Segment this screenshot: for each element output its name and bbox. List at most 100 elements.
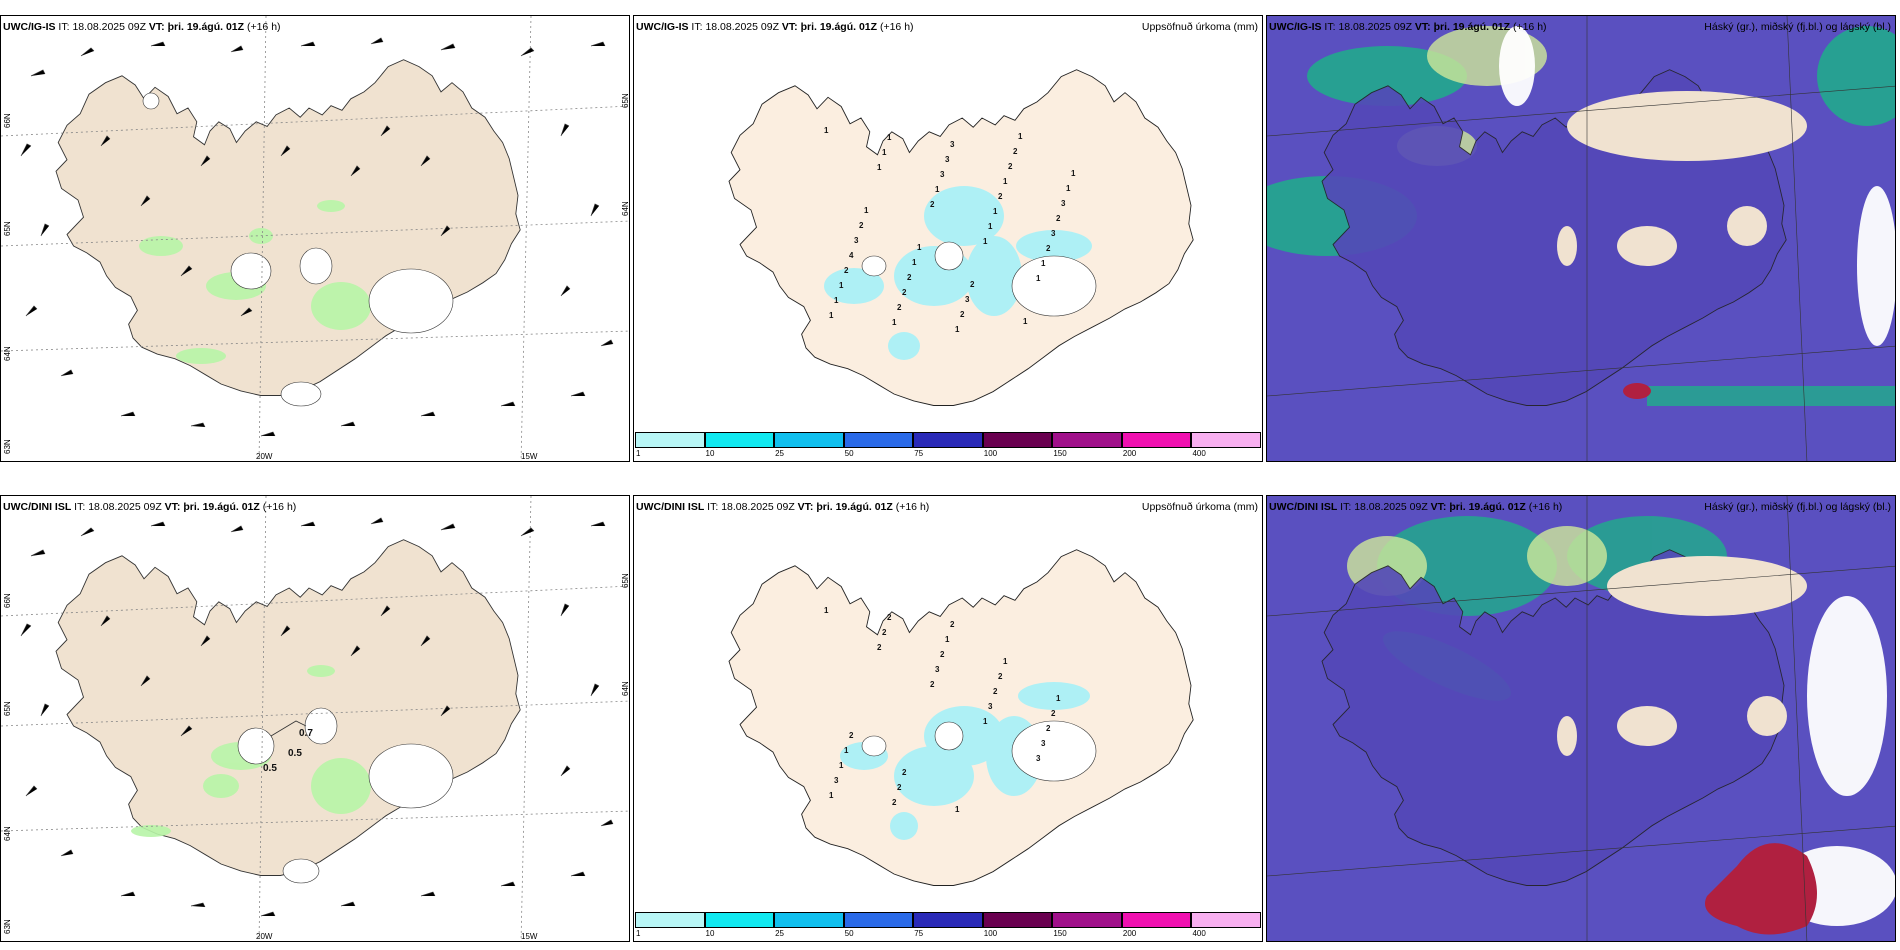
wind-map: [1, 16, 629, 461]
contour-label: 0.7: [299, 728, 313, 739]
lat-label: 66N: [3, 593, 12, 608]
precip-value: 1: [864, 206, 869, 215]
legend-tick: 100: [983, 929, 998, 938]
precip-value: 3: [854, 236, 859, 245]
precip-value: 1: [1018, 132, 1023, 141]
precip-value: 1: [993, 207, 998, 216]
precip-value: 1: [1056, 694, 1061, 703]
precip-value: 1: [983, 237, 988, 246]
precip-value: 1: [1003, 177, 1008, 186]
precip-value: 2: [940, 650, 945, 659]
legend-swatch: [704, 432, 775, 448]
precip-value: 1: [1066, 184, 1071, 193]
wind-barbs: [20, 37, 614, 437]
precip-value: 2: [998, 192, 1003, 201]
legend-tick: 25: [775, 449, 785, 458]
precip-value: 2: [1046, 244, 1051, 253]
panel-title: Háský (gr.), miðský (fj.bl.) og lágský (…: [1704, 21, 1891, 33]
precip-value: 2: [930, 200, 935, 209]
lat-label: 63N: [3, 439, 12, 454]
precip-value: 3: [1041, 739, 1046, 748]
right-lat-label: 64N: [621, 201, 630, 216]
map-panel-precip-igis: UWC/IG-IS IT: 18.08.2025 09Z VT: þri. 19…: [633, 15, 1263, 462]
precip-value: 1: [1036, 274, 1041, 283]
panel-header: UWC/DINI ISL IT: 18.08.2025 09Z VT: þri.…: [636, 501, 930, 513]
legend-swatch: [635, 432, 705, 448]
panel-header: UWC/DINI ISL IT: 18.08.2025 09Z VT: þri.…: [1269, 501, 1563, 513]
precip-map: [728, 69, 1194, 407]
legend-tick: 50: [844, 929, 854, 938]
precip-legend: 1 10 25 50 75 100 150 200 400: [635, 912, 1261, 940]
precip-value: 3: [1036, 754, 1041, 763]
precip-value: 1: [917, 243, 922, 252]
legend-swatch: [913, 432, 983, 448]
lat-label: 63N: [3, 919, 12, 934]
precip-value: 2: [1008, 162, 1013, 171]
legend-swatch: [982, 432, 1053, 448]
legend-swatch: [843, 912, 914, 928]
legend-tick: 1: [636, 449, 641, 458]
wind-map: [1, 496, 629, 941]
precip-value: 3: [834, 776, 839, 785]
map-panel-cloud-dini: UWC/DINI ISL IT: 18.08.2025 09Z VT: þri.…: [1266, 495, 1896, 942]
precip-value: 2: [882, 628, 887, 637]
lon-label: 15W: [521, 932, 538, 941]
precip-value: 1: [945, 635, 950, 644]
precip-value: 1: [1023, 317, 1028, 326]
lat-label: 65N: [3, 221, 12, 236]
legend-swatch: [774, 432, 844, 448]
legend-tick: 10: [705, 449, 715, 458]
precip-value: 2: [849, 731, 854, 740]
legend-swatch: [774, 912, 844, 928]
precip-value: 1: [955, 805, 960, 814]
panel-title: Háský (gr.), miðský (fj.bl.) og lágský (…: [1704, 501, 1891, 513]
legend-swatch: [1052, 432, 1122, 448]
precip-value: 2: [1013, 147, 1018, 156]
precip-value: 4: [849, 251, 854, 260]
legend-tick: 1: [636, 929, 641, 938]
precip-value: 2: [930, 680, 935, 689]
precip-value: 2: [1051, 709, 1056, 718]
precip-value: 3: [1051, 229, 1056, 238]
legend-tick: 75: [914, 929, 924, 938]
precip-value: 1: [824, 126, 829, 135]
precip-value: 1: [983, 717, 988, 726]
cloud-map: [1267, 496, 1895, 941]
legend-swatch: [1191, 432, 1261, 448]
precip-value: 2: [970, 280, 975, 289]
right-lat-label: 65N: [621, 93, 630, 108]
precip-value: 3: [945, 155, 950, 164]
legend-swatch: [1121, 912, 1192, 928]
precip-value: 2: [902, 768, 907, 777]
lat-label: 66N: [3, 113, 12, 128]
legend-swatch: [635, 912, 705, 928]
panel-header: UWC/IG-IS IT: 18.08.2025 09Z VT: þri. 19…: [3, 21, 281, 33]
precip-value: 1: [1003, 657, 1008, 666]
legend-tick: 10: [705, 929, 715, 938]
lon-label: 20W: [256, 932, 273, 941]
precip-value: 3: [965, 295, 970, 304]
precip-value: 2: [907, 273, 912, 282]
precip-value: 3: [988, 702, 993, 711]
panel-title: Uppsöfnuð úrkoma (mm): [1141, 21, 1258, 33]
legend-tick: 400: [1192, 929, 1206, 938]
legend-tick: 50: [844, 449, 854, 458]
right-lat-label: 65N: [621, 573, 630, 588]
precip-value: 1: [829, 311, 834, 320]
map-panel-cloud-igis: UWC/IG-IS IT: 18.08.2025 09Z VT: þri. 19…: [1266, 15, 1896, 462]
map-panel-wind-dini: UWC/DINI ISL IT: 18.08.2025 09Z VT: þri.…: [0, 495, 630, 942]
legend-tick: 200: [1122, 449, 1137, 458]
precip-value: 2: [887, 613, 892, 622]
legend-tick: 100: [983, 449, 998, 458]
legend-tick: 200: [1122, 929, 1137, 938]
lon-label: 20W: [256, 452, 273, 461]
legend-swatch: [704, 912, 775, 928]
precip-value: 2: [1046, 724, 1051, 733]
precip-value: 2: [960, 310, 965, 319]
legend-swatch: [913, 912, 983, 928]
lat-label: 64N: [3, 346, 12, 361]
precip-value: 2: [950, 620, 955, 629]
legend-swatch: [1121, 432, 1192, 448]
right-lat-label: 64N: [621, 681, 630, 696]
precip-value: 2: [993, 687, 998, 696]
